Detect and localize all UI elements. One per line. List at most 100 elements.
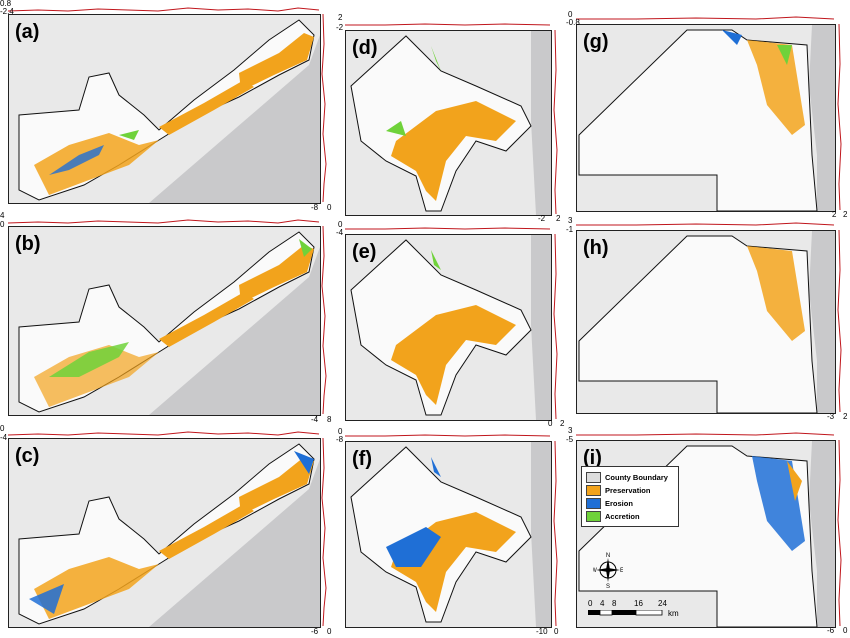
scale-unit: km	[668, 609, 679, 618]
legend-swatch	[586, 510, 601, 522]
compass-e: E	[620, 568, 623, 574]
tick-top-a-2: -2.4	[0, 7, 14, 16]
profile-right-d	[553, 29, 558, 215]
tick-right-a-2: 0	[327, 203, 332, 212]
tick-top-a-1: 0.8	[0, 0, 12, 8]
profile-right-e	[553, 233, 558, 420]
tick-top-i-2: -5	[566, 435, 574, 444]
profile-top-e	[345, 227, 551, 230]
tick-right-e-2: 2	[560, 419, 565, 428]
panel-label: (b)	[15, 233, 41, 255]
compass-s: S	[606, 584, 610, 588]
panel-label: (d)	[352, 37, 378, 59]
map-f	[350, 442, 551, 627]
panel-label: (h)	[583, 237, 609, 259]
scale-bar: 0 4 8 16 24 km	[588, 599, 679, 620]
scale-tick-24: 24	[658, 599, 667, 608]
tick-right-i-2: 0	[843, 626, 848, 635]
tick-top-h-2: -1	[566, 225, 574, 234]
tick-right-h-2: 2	[843, 412, 848, 421]
tick-right-f-2: 0	[554, 627, 559, 636]
scale-tick-8: 8	[612, 599, 617, 608]
legend-label: County Boundary	[605, 472, 668, 482]
legend-label: Accretion	[605, 511, 640, 521]
map-e	[350, 235, 551, 420]
compass-w: W	[593, 568, 597, 574]
map-legend: County Boundary Preservation Erosion Acc…	[581, 466, 679, 527]
legend-item-accretion: Accretion	[586, 510, 674, 522]
map-g	[578, 25, 835, 211]
tick-top-i-1: 3	[568, 426, 573, 435]
panel-c: (c)	[8, 438, 321, 628]
legend-item-county-boundary: County Boundary	[586, 471, 674, 483]
tick-right-h-1: -3	[827, 412, 835, 421]
tick-right-g-1: 2	[832, 210, 837, 219]
panel-label: (a)	[15, 21, 40, 43]
tick-top-e-1: 0	[338, 220, 343, 229]
profile-top-a	[7, 7, 320, 12]
legend-label: Erosion	[605, 498, 633, 508]
map-i	[578, 441, 835, 627]
legend-label: Preservation	[605, 485, 651, 495]
profile-right-i	[837, 439, 842, 627]
scale-tick-0: 0	[588, 599, 593, 608]
tick-right-a-1: -8	[311, 203, 319, 212]
map-c	[18, 439, 320, 627]
profile-right-f	[553, 440, 558, 627]
profile-top-b	[7, 219, 320, 224]
tick-right-d-2: 2	[556, 214, 561, 223]
tick-right-b-1: -4	[311, 415, 319, 424]
profile-right-a	[321, 13, 327, 203]
panel-label: (c)	[15, 445, 40, 467]
profile-top-f	[345, 434, 551, 437]
tick-top-b-2: 0	[0, 220, 5, 229]
compass-rose-icon: N S E W	[593, 553, 623, 588]
tick-top-c-2: -4	[0, 433, 8, 442]
tick-top-g-2: -0.8	[566, 18, 580, 27]
tick-top-d-2: -2	[336, 23, 344, 32]
panel-label: (i)	[583, 447, 602, 469]
tick-right-f-1: -10	[536, 627, 548, 636]
profile-right-h	[837, 229, 842, 413]
tick-top-c-1: 0	[0, 424, 5, 433]
profile-top-i	[576, 432, 835, 436]
tick-top-h-1: 3	[568, 216, 573, 225]
profile-right-b	[321, 225, 327, 415]
legend-swatch	[586, 484, 601, 496]
tick-top-f-2: -8	[336, 435, 344, 444]
tick-top-d-1: 2	[338, 13, 343, 22]
panel-a: (a)	[8, 14, 321, 204]
tick-top-b-1: 4	[0, 211, 5, 220]
panel-g: (g)	[576, 24, 836, 212]
panel-e: (e)	[345, 234, 552, 421]
tick-right-g-2: 2	[843, 210, 848, 219]
map-b	[18, 227, 320, 415]
panel-i: (i)	[576, 440, 836, 628]
panel-h: (h)	[576, 230, 836, 414]
tick-right-c-1: -6	[311, 627, 319, 636]
profile-top-g	[576, 16, 835, 20]
legend-swatch	[586, 471, 601, 483]
panel-d: (d)	[345, 30, 552, 216]
scale-tick-16: 16	[634, 599, 643, 608]
tick-right-c-2: 0	[327, 627, 332, 636]
tick-right-d-1: -2	[538, 214, 546, 223]
panel-f: (f)	[345, 441, 552, 628]
tick-right-e-1: 0	[548, 419, 553, 428]
profile-top-h	[576, 222, 835, 226]
tick-right-b-2: 8	[327, 415, 332, 424]
profile-right-c	[321, 437, 327, 627]
tick-top-e-2: -4	[336, 228, 344, 237]
scale-bar-graphic	[588, 610, 663, 616]
map-h	[578, 231, 835, 413]
tick-top-f-1: 0	[338, 427, 343, 436]
scale-tick-4: 4	[600, 599, 605, 608]
map-a	[18, 15, 320, 203]
compass-n: N	[606, 553, 610, 559]
tick-right-i-1: -6	[827, 626, 835, 635]
legend-item-preservation: Preservation	[586, 484, 674, 496]
profile-right-g	[837, 23, 842, 211]
panel-label: (g)	[583, 31, 609, 53]
profile-top-d	[345, 23, 551, 26]
profile-top-c	[7, 431, 320, 436]
